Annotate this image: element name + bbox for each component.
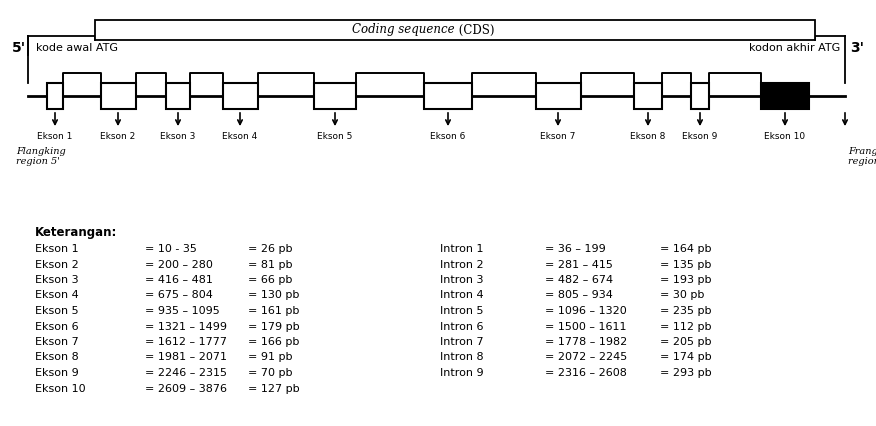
Text: kodon akhir ATG: kodon akhir ATG — [749, 43, 840, 53]
Text: 5': 5' — [12, 41, 26, 55]
Text: = 26 pb: = 26 pb — [248, 244, 293, 254]
Text: = 81 pb: = 81 pb — [248, 259, 293, 270]
Text: Ekson 7: Ekson 7 — [540, 132, 576, 141]
Text: = 281 – 415: = 281 – 415 — [545, 259, 613, 270]
Text: = 166 pb: = 166 pb — [248, 337, 300, 347]
Text: = 70 pb: = 70 pb — [248, 368, 293, 378]
Text: Ekson 2: Ekson 2 — [35, 259, 79, 270]
Bar — [761, 83, 809, 109]
Text: = 482 – 674: = 482 – 674 — [545, 275, 613, 285]
Text: = 164 pb: = 164 pb — [660, 244, 711, 254]
Text: Intron 8: Intron 8 — [440, 352, 484, 363]
Text: = 293 pb: = 293 pb — [660, 368, 711, 378]
Text: Ekson 4: Ekson 4 — [223, 132, 258, 141]
Text: = 66 pb: = 66 pb — [248, 275, 293, 285]
Bar — [314, 83, 356, 109]
Text: Ekson 8: Ekson 8 — [631, 132, 666, 141]
Text: Flangking
region 5': Flangking region 5' — [16, 147, 66, 167]
Text: = 174 pb: = 174 pb — [660, 352, 711, 363]
Text: = 1096 – 1320: = 1096 – 1320 — [545, 306, 626, 316]
Text: Intron 2: Intron 2 — [440, 259, 484, 270]
Text: = 161 pb: = 161 pb — [248, 306, 300, 316]
Bar — [424, 83, 472, 109]
Text: kode awal ATG: kode awal ATG — [36, 43, 118, 53]
Text: = 675 – 804: = 675 – 804 — [145, 291, 213, 300]
Text: Intron 3: Intron 3 — [440, 275, 484, 285]
Bar — [223, 83, 258, 109]
Text: Ekson 9: Ekson 9 — [35, 368, 79, 378]
Text: Intron 1: Intron 1 — [440, 244, 484, 254]
Text: = 416 – 481: = 416 – 481 — [145, 275, 213, 285]
Text: Ekson 2: Ekson 2 — [101, 132, 136, 141]
Text: = 805 – 934: = 805 – 934 — [545, 291, 613, 300]
Text: Frangking
region 3': Frangking region 3' — [848, 147, 876, 167]
Text: = 112 pb: = 112 pb — [660, 322, 711, 331]
Text: = 193 pb: = 193 pb — [660, 275, 711, 285]
Text: Intron 4: Intron 4 — [440, 291, 484, 300]
Text: = 1612 – 1777: = 1612 – 1777 — [145, 337, 227, 347]
Text: = 2072 – 2245: = 2072 – 2245 — [545, 352, 627, 363]
Bar — [101, 83, 136, 109]
Text: Ekson 1: Ekson 1 — [35, 244, 79, 254]
Bar — [634, 83, 662, 109]
Text: = 2246 – 2315: = 2246 – 2315 — [145, 368, 227, 378]
Text: Ekson 10: Ekson 10 — [765, 132, 806, 141]
Text: Ekson 3: Ekson 3 — [35, 275, 79, 285]
Text: = 91 pb: = 91 pb — [248, 352, 293, 363]
Text: = 36 – 199: = 36 – 199 — [545, 244, 605, 254]
Text: = 200 – 280: = 200 – 280 — [145, 259, 213, 270]
Text: = 1500 – 1611: = 1500 – 1611 — [545, 322, 626, 331]
Text: = 2609 – 3876: = 2609 – 3876 — [145, 383, 227, 394]
Text: = 1778 – 1982: = 1778 – 1982 — [545, 337, 627, 347]
Text: 3': 3' — [850, 41, 864, 55]
Text: Ekson 5: Ekson 5 — [317, 132, 353, 141]
Text: Keterangan:: Keterangan: — [35, 226, 117, 239]
Text: Ekson 1: Ekson 1 — [38, 132, 73, 141]
Text: Ekson 10: Ekson 10 — [35, 383, 86, 394]
Text: Ekson 4: Ekson 4 — [35, 291, 79, 300]
Text: = 127 pb: = 127 pb — [248, 383, 300, 394]
Text: Ekson 5: Ekson 5 — [35, 306, 79, 316]
Text: = 1981 – 2071: = 1981 – 2071 — [145, 352, 227, 363]
Text: Ekson 6: Ekson 6 — [430, 132, 466, 141]
Bar — [47, 83, 63, 109]
Bar — [166, 83, 190, 109]
Text: Ekson 7: Ekson 7 — [35, 337, 79, 347]
Text: = 30 pb: = 30 pb — [660, 291, 704, 300]
Text: = 1321 – 1499: = 1321 – 1499 — [145, 322, 227, 331]
Bar — [95, 20, 815, 40]
Bar — [535, 83, 581, 109]
Text: Coding sequence: Coding sequence — [352, 23, 455, 37]
Text: Ekson 3: Ekson 3 — [160, 132, 195, 141]
Text: Ekson 9: Ekson 9 — [682, 132, 717, 141]
Text: (CDS): (CDS) — [455, 23, 494, 37]
Text: Ekson 6: Ekson 6 — [35, 322, 79, 331]
Text: Intron 7: Intron 7 — [440, 337, 484, 347]
Text: = 10 - 35: = 10 - 35 — [145, 244, 197, 254]
Text: = 205 pb: = 205 pb — [660, 337, 711, 347]
Text: = 235 pb: = 235 pb — [660, 306, 711, 316]
Text: = 135 pb: = 135 pb — [660, 259, 711, 270]
Text: = 2316 – 2608: = 2316 – 2608 — [545, 368, 627, 378]
Text: Intron 6: Intron 6 — [440, 322, 484, 331]
Text: = 179 pb: = 179 pb — [248, 322, 300, 331]
Text: = 935 – 1095: = 935 – 1095 — [145, 306, 220, 316]
Text: = 130 pb: = 130 pb — [248, 291, 300, 300]
Text: Intron 5: Intron 5 — [440, 306, 484, 316]
Bar — [691, 83, 709, 109]
Text: Intron 9: Intron 9 — [440, 368, 484, 378]
Text: Ekson 8: Ekson 8 — [35, 352, 79, 363]
